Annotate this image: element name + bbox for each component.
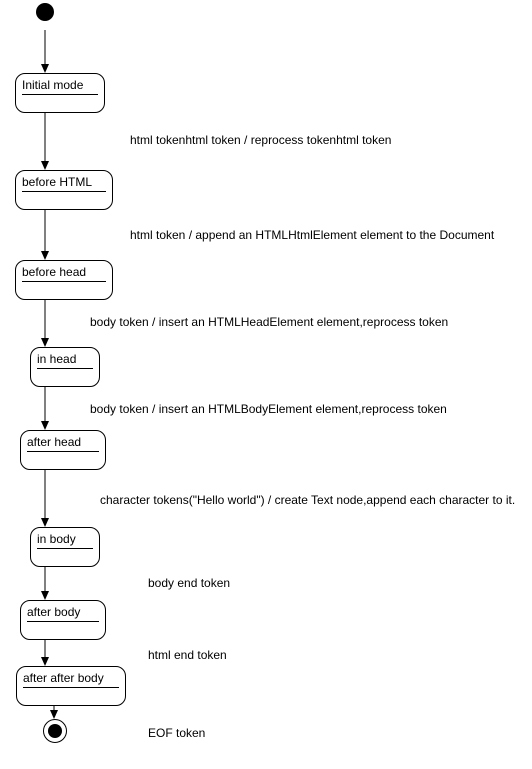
state-label: before head [16,261,112,281]
state-label: after after body [17,667,125,687]
state-divider [37,368,93,369]
edge-label: html token / append an HTMLHtmlElement e… [130,228,494,242]
state-label: Initial mode [16,74,104,94]
state-divider [27,621,99,622]
edge-label: html tokenhtml token / reprocess tokenht… [130,133,391,147]
state-after-head: after head [20,430,106,470]
state-after-after-body: after after body [16,666,126,706]
state-label: after head [21,431,105,451]
state-divider [22,191,106,192]
end-node [43,719,67,743]
state-label: in body [31,528,99,548]
start-node [36,3,54,21]
state-divider [27,451,99,452]
state-in-body: in body [30,527,100,567]
edge-label: html end token [148,648,227,662]
state-in-head: in head [30,347,100,387]
edge-label: body end token [148,576,230,590]
state-after-body: after body [20,600,106,640]
state-label: before HTML [16,171,112,191]
state-label: in head [31,348,99,368]
state-divider [23,687,119,688]
state-label: after body [21,601,105,621]
edge-label: body token / insert an HTMLHeadElement e… [90,315,448,329]
state-divider [22,94,98,95]
state-initial-mode: Initial mode [15,73,105,113]
state-before-head: before head [15,260,113,300]
state-diagram: Initial mode before HTML before head in … [0,0,532,769]
edge-label: EOF token [148,726,205,740]
edge-label: body token / insert an HTMLBodyElement e… [90,402,447,416]
edge-label: character tokens("Hello world") / create… [100,493,515,507]
state-divider [37,548,93,549]
state-divider [22,281,106,282]
end-node-fill [48,724,62,738]
state-before-html: before HTML [15,170,113,210]
